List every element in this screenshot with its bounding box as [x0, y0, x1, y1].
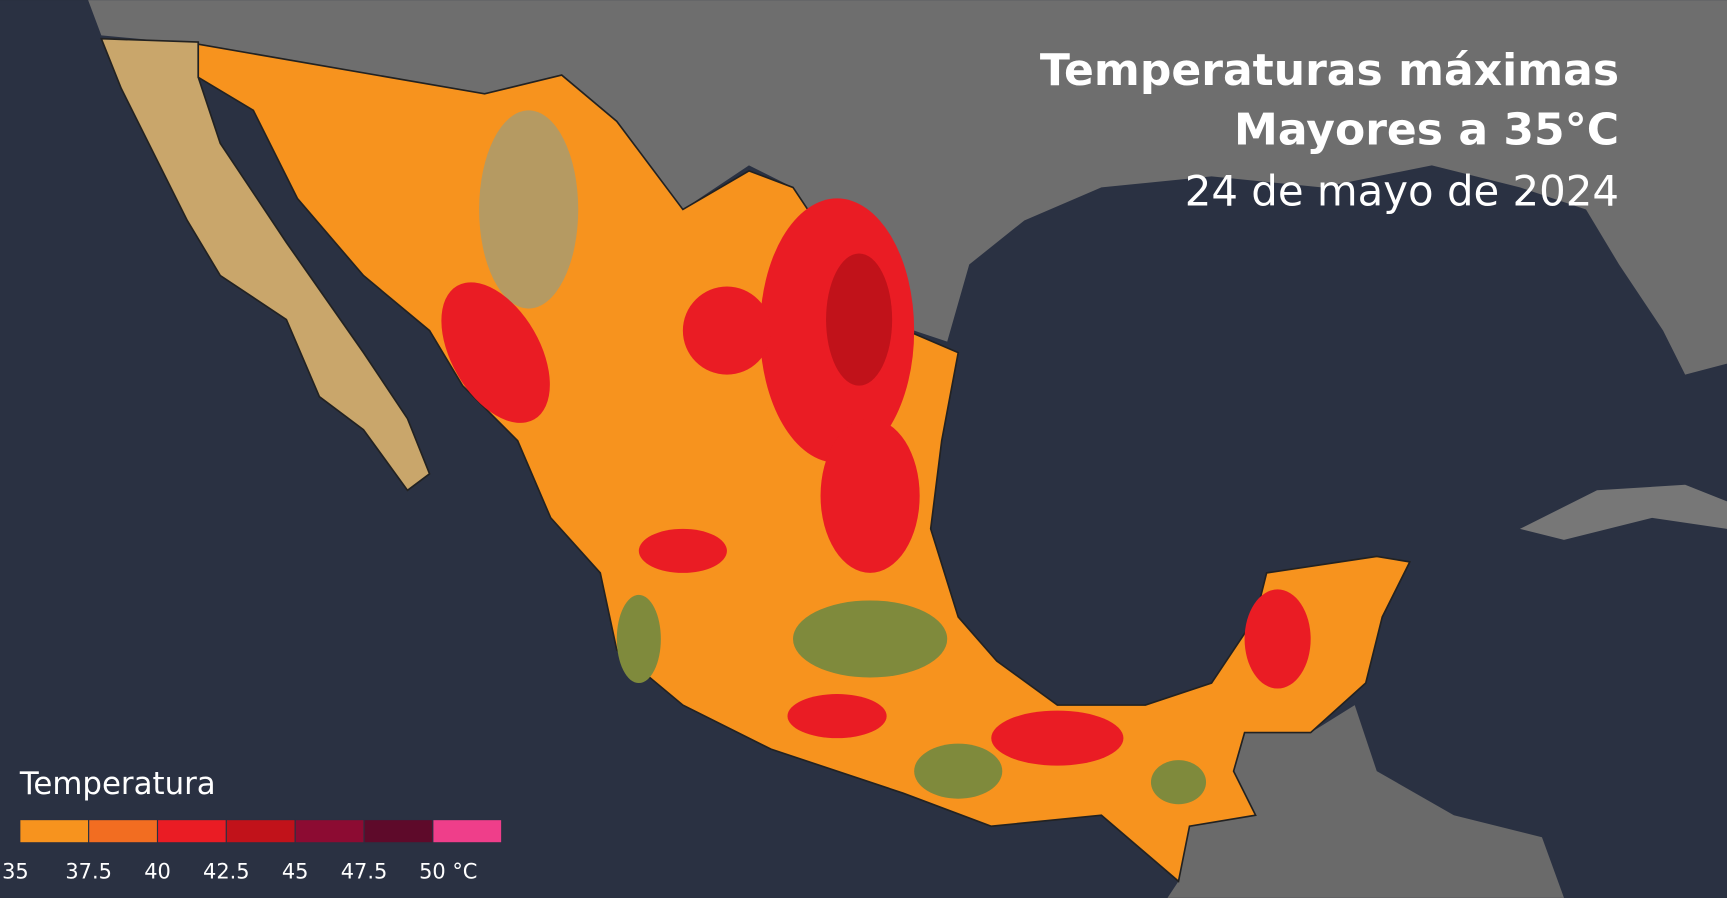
legend-swatch	[432, 819, 503, 844]
us-land	[88, 0, 1727, 375]
legend-swatch	[225, 819, 296, 844]
heat-areas	[441, 198, 1311, 766]
cuba	[1519, 484, 1727, 540]
subtitle: Mayores a 35°C	[1234, 104, 1619, 155]
legend-swatch	[88, 819, 159, 844]
legend-label: 45	[282, 859, 309, 883]
legend-title: Temperatura	[19, 766, 216, 802]
legend: 35 37.5 40 42.5 45 47.5 50 °C	[2, 819, 503, 883]
legend-label: 35	[2, 859, 29, 883]
legend-swatch	[156, 819, 227, 844]
legend-swatch	[363, 819, 434, 844]
central-america	[1167, 705, 1564, 898]
title: Temperaturas máximas	[1040, 45, 1619, 96]
legend-label: 37.5	[65, 859, 112, 883]
legend-swatch	[294, 819, 365, 844]
baja-california	[100, 37, 431, 492]
terrain-patches	[479, 110, 1207, 805]
legend-swatch	[19, 819, 90, 844]
legend-label: 47.5	[341, 859, 388, 883]
legend-label: 50 °C	[419, 859, 477, 883]
legend-label: 40	[144, 859, 171, 883]
legend-label: 42.5	[203, 859, 250, 883]
date: 24 de mayo de 2024	[1185, 167, 1619, 216]
